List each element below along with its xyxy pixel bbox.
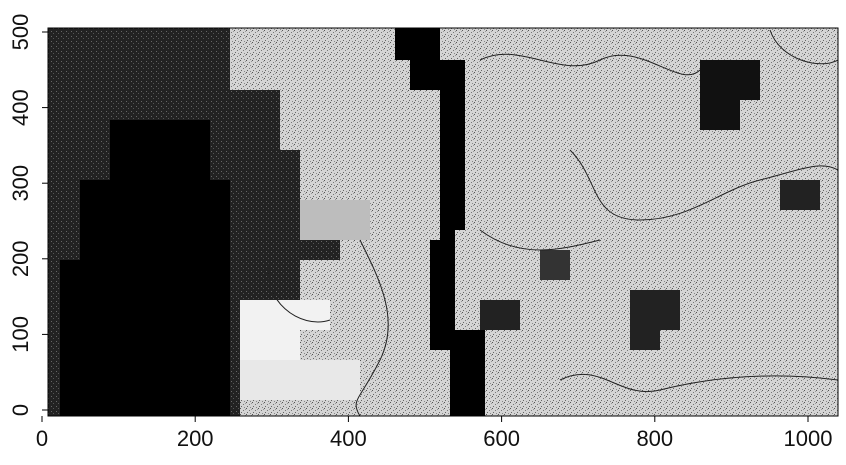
y-tick-label: 100 xyxy=(8,316,33,353)
x-tick-label: 600 xyxy=(483,426,520,451)
x-tick-label: 400 xyxy=(330,426,367,451)
chart: 0 200 400 600 800 1000 0 100 200 300 400 500 xyxy=(0,0,846,465)
x-tick-label: 1000 xyxy=(784,426,833,451)
y-tick-label: 400 xyxy=(8,89,33,126)
y-tick-label: 300 xyxy=(8,165,33,202)
x-tick-label: 0 xyxy=(36,426,48,451)
y-tick-label: 200 xyxy=(8,240,33,277)
x-tick-label: 800 xyxy=(636,426,673,451)
x-tick-label: 200 xyxy=(177,426,214,451)
raster-image xyxy=(48,28,838,416)
y-tick-label: 500 xyxy=(8,14,33,51)
y-tick-label: 0 xyxy=(8,404,33,416)
